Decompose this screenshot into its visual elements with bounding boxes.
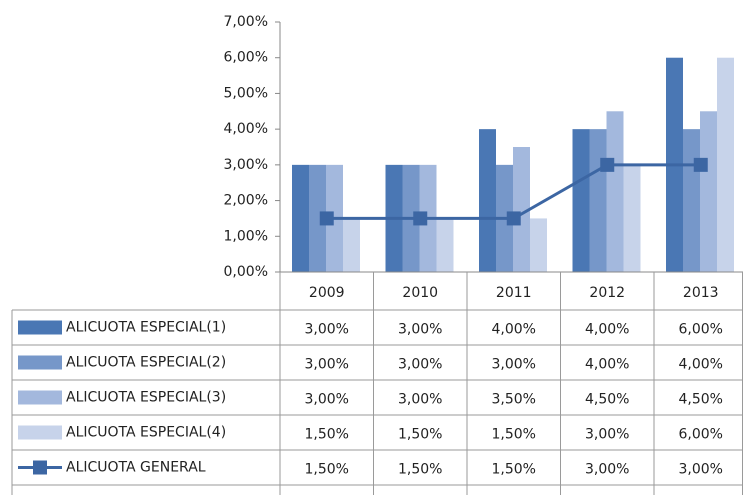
legend-key	[18, 320, 62, 335]
table-cell: 1,50%	[305, 462, 349, 478]
bar	[589, 129, 607, 272]
table-cell: 3,00%	[585, 427, 629, 443]
table-cell: 4,00%	[585, 357, 629, 373]
table-cell: 1,50%	[492, 427, 536, 443]
table-cell: 6,00%	[679, 427, 723, 443]
line-marker	[506, 211, 521, 226]
table-cell: 4,50%	[585, 392, 629, 408]
table-cell: 3,00%	[398, 392, 442, 408]
table-cell: 3,00%	[398, 322, 442, 338]
x-tick-label: 2010	[402, 285, 438, 301]
table-cell: 1,50%	[492, 462, 536, 478]
table-cell: 4,50%	[679, 392, 723, 408]
y-tick-label: 6,00%	[224, 50, 268, 66]
table-cell: 3,00%	[305, 392, 349, 408]
bar	[513, 147, 530, 272]
y-tick-label: 4,00%	[224, 121, 268, 137]
legend-key	[18, 425, 62, 440]
bar	[479, 129, 496, 272]
line-marker	[413, 211, 428, 226]
bar	[572, 129, 590, 272]
table-cell: 6,00%	[679, 322, 723, 338]
bar	[606, 111, 624, 273]
table-cell: 1,50%	[398, 427, 442, 443]
table-cell: 4,00%	[679, 357, 723, 373]
bar	[623, 164, 641, 272]
legend-key	[18, 355, 62, 370]
legend-label: ALICUOTA ESPECIAL(4)	[66, 425, 226, 441]
bar	[343, 218, 360, 272]
line-marker	[693, 157, 708, 172]
bar	[292, 164, 309, 272]
table-cell: 3,00%	[492, 357, 536, 373]
line-marker	[319, 211, 334, 226]
legend-key	[18, 390, 62, 405]
y-tick-label: 1,00%	[224, 228, 268, 244]
table-cell: 3,00%	[398, 357, 442, 373]
bar	[700, 111, 717, 273]
legend-label: ALICUOTA ESPECIAL(1)	[66, 320, 226, 336]
y-tick-label: 2,00%	[224, 193, 268, 209]
bar	[717, 57, 734, 272]
x-tick-label: 2013	[683, 285, 719, 301]
legend-label: ALICUOTA GENERAL	[66, 460, 206, 476]
legend-label: ALICUOTA ESPECIAL(2)	[66, 355, 226, 371]
bar	[309, 164, 326, 272]
legend-label: ALICUOTA ESPECIAL(3)	[66, 390, 226, 406]
y-tick-label: 3,00%	[224, 157, 268, 173]
table-cell: 3,00%	[305, 322, 349, 338]
line-marker	[600, 157, 615, 172]
table-cell: 3,00%	[679, 462, 723, 478]
table-cell: 3,00%	[305, 357, 349, 373]
table-cell: 4,00%	[585, 322, 629, 338]
y-tick-label: 5,00%	[224, 85, 268, 101]
table-cell: 3,50%	[492, 392, 536, 408]
y-tick-label: 7,00%	[224, 14, 268, 30]
table-cell: 1,50%	[305, 427, 349, 443]
legend-key	[33, 460, 47, 475]
table-cell: 3,00%	[585, 462, 629, 478]
x-tick-label: 2011	[496, 285, 532, 301]
x-tick-label: 2012	[589, 285, 625, 301]
bar	[683, 129, 700, 272]
table-cell: 1,50%	[398, 462, 442, 478]
y-tick-label: 0,00%	[224, 264, 268, 280]
table-cell: 4,00%	[492, 322, 536, 338]
bar	[530, 218, 547, 272]
bar	[436, 218, 454, 272]
x-tick-label: 2009	[309, 285, 345, 301]
